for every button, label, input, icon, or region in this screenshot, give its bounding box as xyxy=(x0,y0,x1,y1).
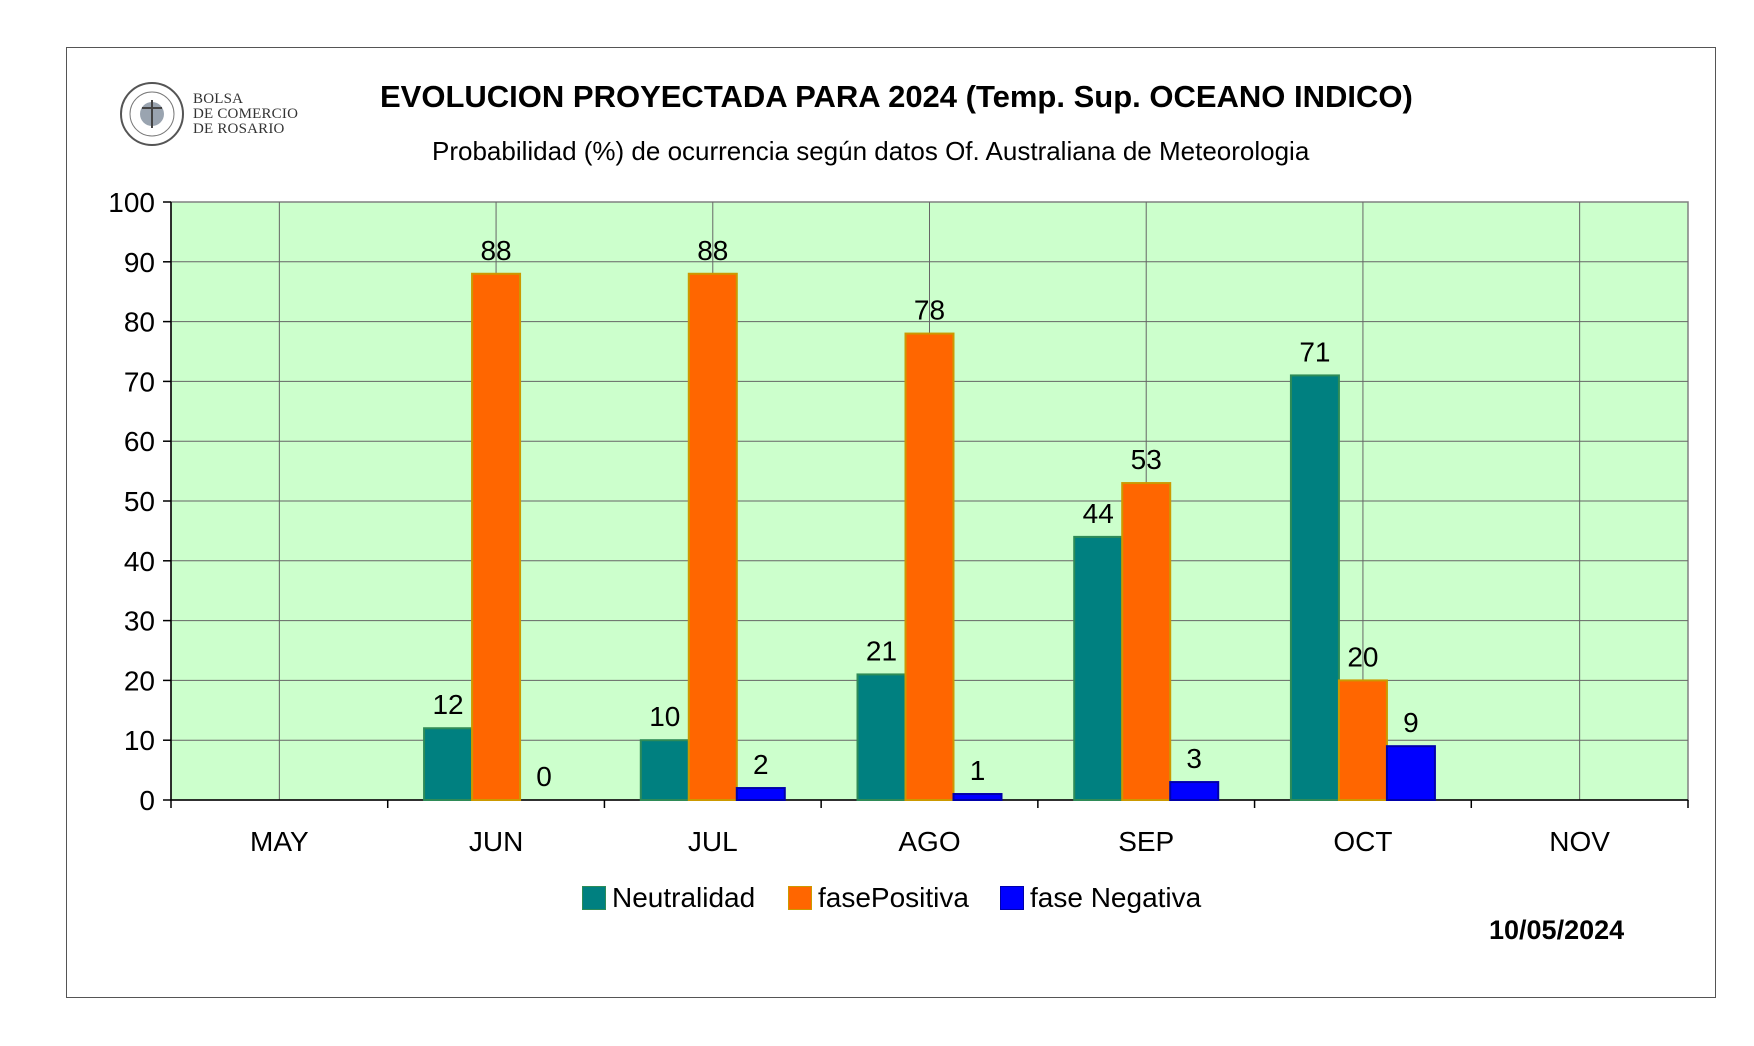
legend-swatch-fase-positiva xyxy=(788,886,812,910)
logo-line-2: DE COMERCIO xyxy=(193,106,299,122)
y-tick-label: 20 xyxy=(124,665,155,696)
data-label-neutralidad: 12 xyxy=(432,689,463,720)
bar-fase-negativa xyxy=(952,793,1003,802)
logo-line-3: DE ROSARIO xyxy=(193,121,285,137)
chart-subtitle: Probabilidad (%) de ocurrencia según dat… xyxy=(432,136,1310,166)
y-tick-label: 100 xyxy=(108,187,155,218)
bar-neutralidad xyxy=(1073,535,1124,801)
y-tick-label: 80 xyxy=(124,307,155,338)
data-label-fase-negativa: 9 xyxy=(1403,707,1419,738)
bar-neutralidad xyxy=(1289,374,1340,801)
data-label-fasepositiva: 53 xyxy=(1131,444,1162,475)
legend-swatch-neutralidad xyxy=(582,886,606,910)
bar-neutralidad xyxy=(856,673,907,801)
logo-seal xyxy=(120,82,184,146)
data-label-fase-negativa: 2 xyxy=(753,749,769,780)
bar-neutralidad xyxy=(639,739,690,802)
x-tick-label: NOV xyxy=(1549,826,1610,857)
legend-item-fase-positiva: fasePositiva xyxy=(788,882,969,914)
legend-item-neutralidad: Neutralidad xyxy=(582,882,755,914)
data-label-fasepositiva: 78 xyxy=(914,295,945,326)
y-tick-label: 30 xyxy=(124,606,155,637)
y-tick-label: 40 xyxy=(124,546,155,577)
y-tick-label: 70 xyxy=(124,366,155,397)
bar-fasepositiva xyxy=(904,332,955,801)
legend-label-fase-positiva: fasePositiva xyxy=(818,882,969,913)
x-tick-label: JUL xyxy=(688,826,738,857)
y-tick-label: 60 xyxy=(124,426,155,457)
data-label-fasepositiva: 88 xyxy=(697,235,728,266)
y-tick-label: 90 xyxy=(124,247,155,278)
x-tick-label: AGO xyxy=(898,826,960,857)
data-label-neutralidad: 21 xyxy=(866,635,897,666)
data-label-neutralidad: 71 xyxy=(1299,336,1330,367)
bar-fase-negativa xyxy=(1385,745,1436,801)
logo-line-1: BOLSA xyxy=(193,91,244,107)
bar-fasepositiva xyxy=(471,272,522,801)
bar-fasepositiva xyxy=(1337,679,1388,802)
x-tick-label: MAY xyxy=(250,826,309,857)
chart-title: EVOLUCION PROYECTADA PARA 2024 (Temp. Su… xyxy=(380,79,1413,114)
bar-fasepositiva xyxy=(1121,482,1172,801)
bar-fase-negativa xyxy=(1169,781,1220,801)
data-label-fase-negativa: 1 xyxy=(970,755,986,786)
y-tick-label: 10 xyxy=(124,725,155,756)
legend-label-neutralidad: Neutralidad xyxy=(612,882,756,913)
legend-swatch-fase-negativa xyxy=(1000,886,1024,910)
bar-neutralidad xyxy=(423,727,474,801)
legend-item-fase-negativa: fase Negativa xyxy=(1000,882,1201,914)
data-label-fase-negativa: 3 xyxy=(1186,743,1202,774)
bar-fasepositiva xyxy=(687,272,738,801)
report-date: 10/05/2024 xyxy=(1489,915,1625,945)
data-label-neutralidad: 44 xyxy=(1083,498,1114,529)
data-label-fasepositiva: 20 xyxy=(1347,641,1378,672)
data-label-fase-negativa: 0 xyxy=(536,761,552,792)
x-tick-label: OCT xyxy=(1333,826,1392,857)
y-tick-label: 50 xyxy=(124,486,155,517)
y-tick-label: 0 xyxy=(139,785,155,816)
data-label-fasepositiva: 88 xyxy=(480,235,511,266)
bar-fase-negativa xyxy=(735,787,786,801)
data-label-neutralidad: 10 xyxy=(649,701,680,732)
x-tick-label: JUN xyxy=(469,826,523,857)
x-tick-label: SEP xyxy=(1118,826,1174,857)
legend-label-fase-negativa: fase Negativa xyxy=(1030,882,1202,913)
